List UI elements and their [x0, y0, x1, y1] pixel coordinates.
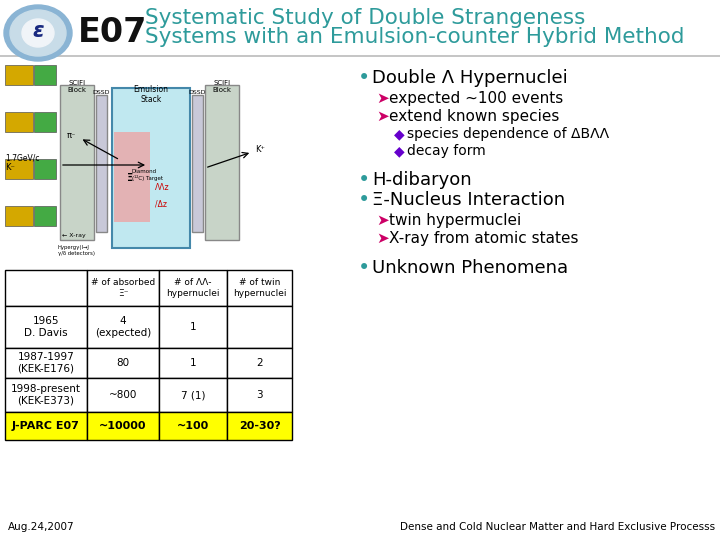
Bar	[96, 95, 107, 232]
Text: Ξ-Nucleus Interaction: Ξ-Nucleus Interaction	[372, 191, 565, 209]
Bar	[227, 412, 292, 440]
Text: X-ray from atomic states: X-ray from atomic states	[389, 231, 578, 246]
Text: •: •	[358, 170, 370, 190]
Text: E07: E07	[78, 17, 148, 50]
Text: Ξ: Ξ	[127, 173, 133, 183]
Text: ε: ε	[32, 21, 44, 41]
Text: Hypergγ(l→J
γ/δ detectors): Hypergγ(l→J γ/δ detectors)	[58, 245, 95, 256]
Text: DSSD: DSSD	[92, 90, 109, 95]
Bar	[34, 112, 56, 132]
Text: •: •	[358, 258, 370, 278]
Text: π⁻: π⁻	[67, 131, 76, 139]
Text: ~10000: ~10000	[99, 421, 147, 431]
Text: 1: 1	[189, 322, 197, 332]
Bar	[114, 132, 150, 222]
Ellipse shape	[4, 5, 72, 61]
Text: ➤: ➤	[376, 231, 389, 246]
Bar	[159, 270, 227, 306]
Text: 80: 80	[117, 358, 130, 368]
Bar	[87, 348, 159, 378]
Text: /Δz: /Δz	[155, 199, 167, 208]
Bar	[5, 206, 33, 226]
Ellipse shape	[10, 10, 66, 56]
Bar	[5, 270, 87, 306]
Bar	[227, 378, 292, 412]
Text: Emulsion
Stack: Emulsion Stack	[133, 85, 168, 104]
Text: species dependence of ΔBΛΛ: species dependence of ΔBΛΛ	[407, 127, 609, 141]
Bar	[112, 88, 190, 248]
Text: 1: 1	[189, 358, 197, 368]
Bar	[5, 378, 87, 412]
Bar	[34, 206, 56, 226]
Text: ◆: ◆	[394, 127, 405, 141]
Text: H-dibaryon: H-dibaryon	[372, 171, 472, 189]
Text: expected ~100 events: expected ~100 events	[389, 91, 563, 105]
Bar	[5, 348, 87, 378]
Text: extend known species: extend known species	[389, 109, 559, 124]
Bar	[5, 159, 33, 179]
Bar	[205, 85, 239, 240]
Text: •: •	[358, 68, 370, 88]
Bar	[5, 65, 33, 85]
Text: 7 (1): 7 (1)	[181, 390, 205, 400]
Text: Unknown Phenomena: Unknown Phenomena	[372, 259, 568, 277]
Text: twin hypermuclei: twin hypermuclei	[389, 213, 521, 227]
Text: # of twin
hypernuclei: # of twin hypernuclei	[233, 278, 287, 298]
Bar	[227, 270, 292, 306]
Text: SCIFI
Block: SCIFI Block	[212, 80, 232, 93]
Text: Double Λ Hypernuclei: Double Λ Hypernuclei	[372, 69, 568, 87]
Text: Aug.24,2007: Aug.24,2007	[8, 522, 75, 532]
Text: SCIFI
Block: SCIFI Block	[68, 80, 86, 93]
Text: 1.7GeV/c: 1.7GeV/c	[5, 153, 40, 163]
Text: J-PARC E07: J-PARC E07	[12, 421, 80, 431]
Text: 1965
D. Davis: 1965 D. Davis	[24, 316, 68, 338]
Bar	[87, 270, 159, 306]
Text: ← X-ray: ← X-ray	[62, 233, 86, 238]
Text: 1987-1997
(KEK-E176): 1987-1997 (KEK-E176)	[17, 352, 74, 374]
Bar	[87, 412, 159, 440]
Text: 1998-present
(KEK-E373): 1998-present (KEK-E373)	[11, 384, 81, 406]
Text: •: •	[358, 190, 370, 210]
Bar	[34, 65, 56, 85]
Text: # of absorbed
Ξ⁻: # of absorbed Ξ⁻	[91, 278, 155, 298]
Text: Diamond
(¹²C) Target: Diamond (¹²C) Target	[132, 169, 163, 181]
Text: ➤: ➤	[376, 213, 389, 227]
Text: K⁻: K⁻	[5, 163, 15, 172]
Bar	[60, 85, 94, 240]
Text: Systems with an Emulsion-counter Hybrid Method: Systems with an Emulsion-counter Hybrid …	[145, 27, 685, 47]
Bar	[87, 306, 159, 348]
Text: ◆: ◆	[394, 144, 405, 158]
Bar	[5, 112, 33, 132]
Text: ➤: ➤	[376, 91, 389, 105]
Bar	[159, 306, 227, 348]
Bar	[34, 159, 56, 179]
Bar	[87, 378, 159, 412]
Text: Systematic Study of Double Strangeness: Systematic Study of Double Strangeness	[145, 8, 585, 28]
Bar	[227, 306, 292, 348]
Text: 3: 3	[256, 390, 263, 400]
Bar	[5, 306, 87, 348]
Text: # of ΛΛ-
hypernuclei: # of ΛΛ- hypernuclei	[166, 278, 220, 298]
Text: 4
(expected): 4 (expected)	[95, 316, 151, 338]
Text: K⁺: K⁺	[255, 145, 265, 154]
Text: ~800: ~800	[109, 390, 138, 400]
Ellipse shape	[22, 19, 54, 47]
Text: ΛΛz: ΛΛz	[155, 184, 170, 192]
Text: ➤: ➤	[376, 109, 389, 124]
Text: 20-30?: 20-30?	[238, 421, 280, 431]
Text: 2: 2	[256, 358, 263, 368]
Bar	[192, 95, 203, 232]
Bar	[227, 348, 292, 378]
Text: decay form: decay form	[407, 144, 486, 158]
Text: Dense and Cold Nuclear Matter and Hard Exclusive Processs: Dense and Cold Nuclear Matter and Hard E…	[400, 522, 715, 532]
Bar	[159, 412, 227, 440]
Text: ~100: ~100	[177, 421, 209, 431]
Bar	[159, 378, 227, 412]
Bar	[159, 348, 227, 378]
Bar	[5, 412, 87, 440]
Text: DSSD: DSSD	[188, 90, 206, 95]
